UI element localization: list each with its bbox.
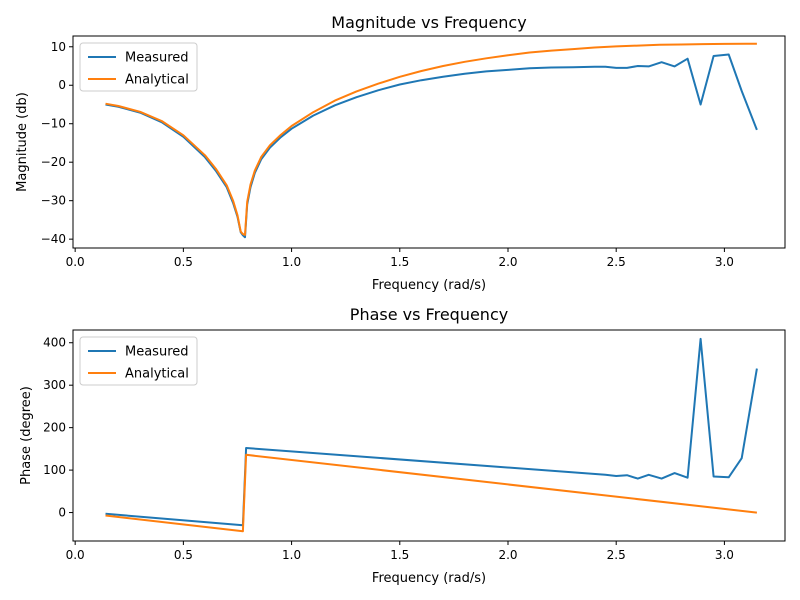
series-line-analytical <box>105 42 757 236</box>
legend-label: Analytical <box>125 367 189 382</box>
y-tick-label: −30 <box>41 194 66 208</box>
y-tick-label: 0 <box>58 78 66 92</box>
x-tick-label: 2.0 <box>498 548 517 562</box>
series-group <box>105 42 758 239</box>
y-tick-label: 300 <box>43 378 66 392</box>
y-tick-label: 100 <box>43 463 66 477</box>
plot-frame <box>72 35 786 249</box>
x-tick-label: 1.5 <box>390 548 409 562</box>
x-tick-label: 2.5 <box>607 548 626 562</box>
series-group <box>105 337 758 533</box>
x-tick-label: 2.0 <box>498 255 517 269</box>
x-axis-label: Frequency (rad/s) <box>372 278 486 293</box>
phase-plot: 0.0 0.5 1.0 1.5 2.0 2.5 3.0 0 100 200 300 400 Phase … <box>19 305 786 586</box>
series-line-analytical <box>105 453 758 533</box>
legend: Measured Analytical <box>79 336 198 386</box>
series-line-measured <box>105 53 758 239</box>
y-axis-label: Magnitude (db) <box>15 92 30 192</box>
legend-label: Measured <box>125 345 189 360</box>
y-axis-label: Phase (degree) <box>19 386 34 485</box>
legend-label: Measured <box>125 51 189 66</box>
x-tick-label: 1.0 <box>282 548 301 562</box>
x-tick-label: 0.0 <box>66 255 85 269</box>
y-tick-label: −10 <box>41 117 66 131</box>
x-tick-label: 3.0 <box>715 255 734 269</box>
x-tick-label: 3.0 <box>715 548 734 562</box>
x-axis-label: Frequency (rad/s) <box>372 571 486 586</box>
series-line-measured <box>105 337 758 527</box>
x-tick-label: 2.5 <box>607 255 626 269</box>
legend: Measured Analytical <box>79 42 198 92</box>
magnitude-plot: 0.0 0.5 1.0 1.5 2.0 2.5 3.0 −40 −30 −20 −10 0 10 Magn… <box>15 13 786 293</box>
y-tick-label: −20 <box>41 155 66 169</box>
chart-title: Phase vs Frequency <box>350 305 508 324</box>
y-tick-label: 10 <box>51 40 66 54</box>
x-tick-label: 1.0 <box>282 255 301 269</box>
x-tick-label: 0.5 <box>174 548 193 562</box>
y-tick-label: 0 <box>58 506 66 520</box>
x-tick-label: 1.5 <box>390 255 409 269</box>
x-tick-label: 0.0 <box>66 548 85 562</box>
y-tick-label: 200 <box>43 421 66 435</box>
chart-title: Magnitude vs Frequency <box>331 13 526 32</box>
y-tick-label: −40 <box>41 232 66 246</box>
x-tick-label: 0.5 <box>174 255 193 269</box>
plot-frame <box>72 329 786 542</box>
y-tick-label: 400 <box>43 336 66 350</box>
legend-label: Analytical <box>125 73 189 88</box>
